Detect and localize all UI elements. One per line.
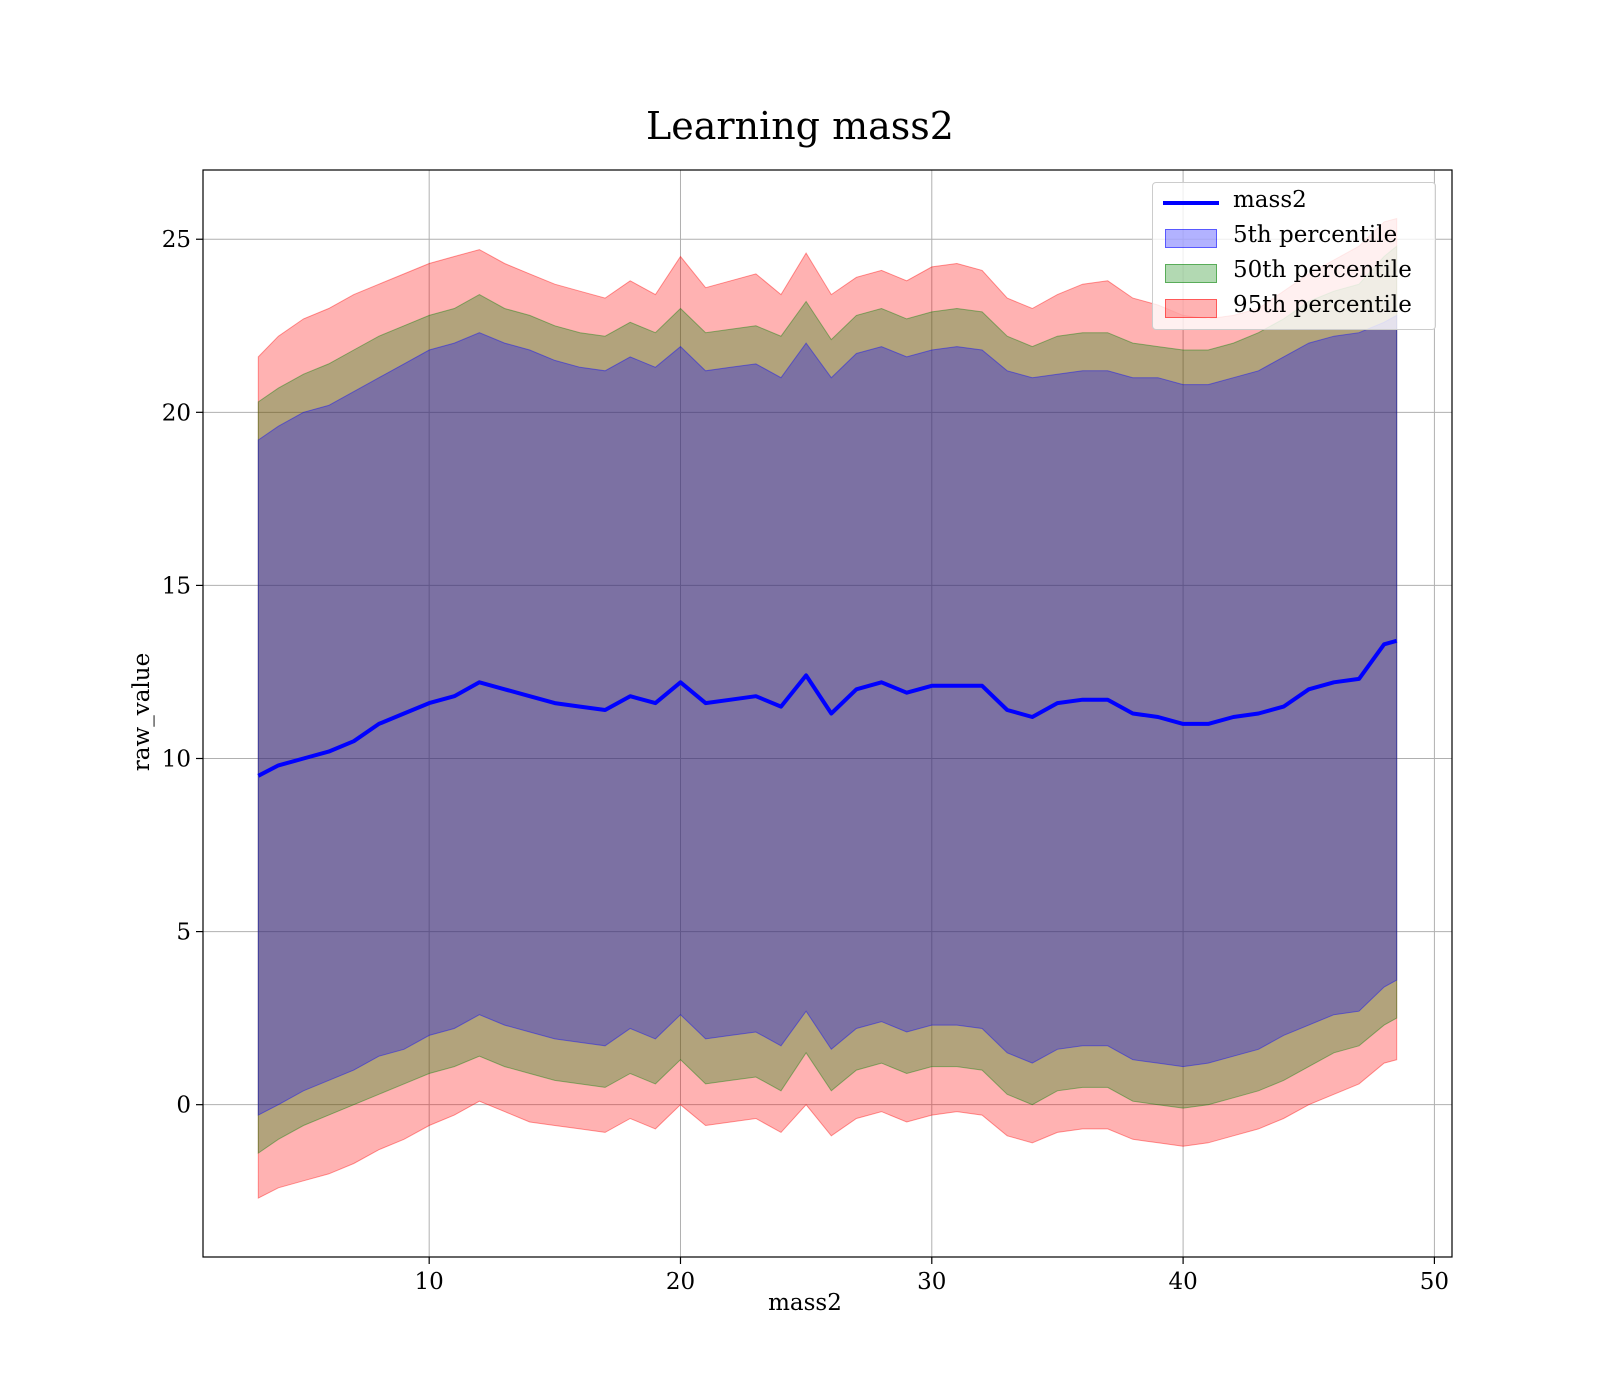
- y-tick-label: 25: [162, 227, 191, 253]
- legend-swatch-mass2: [1163, 201, 1219, 205]
- x-tick-label: 40: [1168, 1269, 1197, 1295]
- legend-label-mass2: mass2: [1233, 187, 1307, 213]
- legend: mass2 5th percentile 50th percentile 95t…: [1152, 182, 1436, 330]
- x-tick-label: 10: [415, 1269, 444, 1295]
- legend-label-p5: 5th percentile: [1233, 222, 1398, 248]
- x-axis-label: mass2: [768, 1290, 842, 1316]
- legend-label-p50: 50th percentile: [1233, 257, 1412, 283]
- y-axis-label: raw_value: [129, 652, 155, 772]
- band-50th-percentile: [257, 245, 1398, 1155]
- x-tick-label: 50: [1420, 1269, 1449, 1295]
- y-tick-label: 10: [162, 747, 191, 773]
- y-tick-label: 0: [176, 1093, 191, 1119]
- legend-swatch-p95: [1165, 299, 1217, 318]
- x-tick-label: 20: [666, 1269, 695, 1295]
- y-tick-label: 20: [162, 400, 191, 426]
- legend-swatch-p50: [1165, 264, 1217, 283]
- legend-swatch-p5: [1165, 229, 1217, 248]
- legend-item-p50: 50th percentile: [1153, 255, 1435, 289]
- chart-title: Learning mass2: [646, 104, 954, 148]
- band-5th-percentile: [257, 314, 1398, 1116]
- legend-label-p95: 95th percentile: [1233, 292, 1412, 318]
- series-line-mass2: [257, 638, 1398, 778]
- plot-frame: [202, 169, 1453, 1258]
- y-tick-label: 15: [162, 573, 191, 599]
- x-tick-label: 30: [917, 1269, 946, 1295]
- legend-item-p5: 5th percentile: [1153, 220, 1435, 254]
- legend-item-p95: 95th percentile: [1153, 290, 1435, 324]
- y-tick-label: 5: [176, 920, 191, 946]
- legend-item-line: mass2: [1153, 185, 1435, 219]
